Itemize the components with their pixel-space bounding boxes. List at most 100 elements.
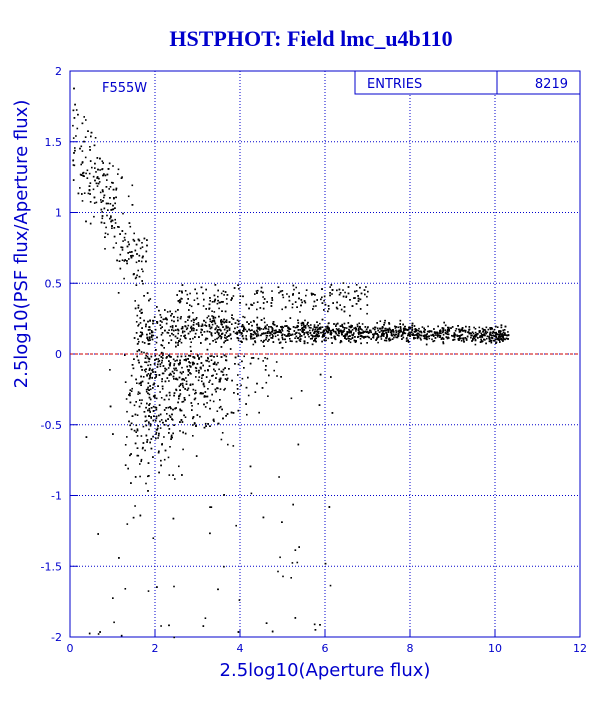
data-point: [236, 331, 238, 334]
data-point: [145, 419, 148, 422]
data-point: [139, 331, 142, 333]
data-point: [175, 341, 177, 344]
data-point: [101, 160, 104, 162]
data-point: [168, 374, 171, 376]
data-point: [442, 327, 445, 330]
data-point: [385, 329, 388, 332]
data-point: [382, 334, 385, 337]
data-point: [238, 320, 240, 323]
data-point: [130, 482, 132, 484]
data-point: [167, 424, 169, 427]
data-point: [308, 326, 311, 329]
data-point: [278, 331, 281, 333]
data-point: [134, 442, 137, 445]
data-point: [228, 368, 230, 370]
data-point: [293, 330, 296, 332]
data-point: [101, 217, 104, 220]
data-point: [137, 393, 139, 395]
data-point: [219, 399, 221, 401]
data-point: [442, 334, 445, 336]
data-point: [231, 379, 233, 382]
data-point: [166, 311, 169, 313]
data-point: [342, 330, 345, 332]
data-point: [204, 422, 207, 425]
data-point: [290, 334, 292, 336]
data-point: [237, 284, 239, 286]
data-point: [454, 330, 457, 332]
data-point: [77, 113, 79, 116]
data-point: [440, 338, 443, 340]
data-point: [413, 334, 416, 336]
data-point: [222, 320, 224, 323]
data-point: [353, 297, 355, 299]
data-point: [209, 300, 211, 302]
data-point: [217, 336, 220, 339]
data-point: [328, 329, 330, 331]
data-point: [72, 159, 74, 162]
data-point: [479, 335, 481, 337]
data-point: [245, 335, 247, 337]
data-point: [321, 288, 323, 290]
data-point: [495, 331, 497, 334]
data-point: [89, 160, 92, 162]
data-point: [279, 290, 282, 293]
data-point: [393, 336, 395, 339]
data-point: [271, 299, 274, 301]
data-point: [144, 370, 147, 373]
data-point: [185, 377, 187, 379]
data-point: [176, 378, 179, 381]
data-point: [241, 324, 244, 326]
data-point: [310, 324, 312, 326]
data-point: [176, 294, 178, 296]
data-point: [162, 352, 164, 355]
data-point: [382, 333, 385, 335]
data-point: [127, 195, 130, 198]
data-point: [382, 330, 385, 333]
data-point: [230, 411, 233, 414]
data-point: [202, 374, 204, 376]
data-point: [206, 360, 208, 362]
data-point: [134, 505, 136, 507]
data-point: [294, 301, 297, 303]
data-point: [149, 319, 151, 322]
data-point: [274, 335, 277, 338]
data-point: [177, 332, 179, 335]
data-point: [127, 252, 129, 254]
data-point: [137, 269, 139, 272]
data-point: [414, 329, 417, 332]
data-point: [148, 428, 150, 431]
data-point: [104, 232, 107, 235]
data-point: [262, 296, 264, 298]
data-point: [236, 388, 239, 390]
data-point: [340, 340, 342, 342]
data-point: [190, 327, 192, 329]
data-point: [257, 289, 259, 292]
data-point: [342, 335, 345, 337]
data-point: [161, 361, 163, 364]
data-point: [373, 334, 375, 337]
data-point: [327, 337, 330, 340]
data-point: [319, 322, 321, 325]
data-point: [73, 164, 76, 167]
data-point: [136, 429, 139, 432]
data-point: [304, 301, 307, 304]
data-point: [446, 337, 449, 340]
data-point: [266, 301, 268, 303]
data-point: [88, 632, 91, 635]
data-point: [413, 336, 415, 339]
data-point: [448, 326, 450, 329]
data-point: [140, 335, 142, 338]
data-point: [278, 476, 280, 478]
data-point: [348, 331, 350, 334]
data-point: [354, 336, 356, 338]
data-point: [386, 335, 388, 338]
data-point: [150, 407, 153, 409]
data-point: [90, 135, 92, 138]
data-point: [110, 215, 112, 217]
data-point: [148, 326, 151, 328]
data-point: [152, 334, 154, 337]
data-point: [154, 377, 156, 379]
data-point: [295, 286, 297, 289]
data-point: [193, 327, 195, 330]
data-point: [137, 304, 140, 307]
